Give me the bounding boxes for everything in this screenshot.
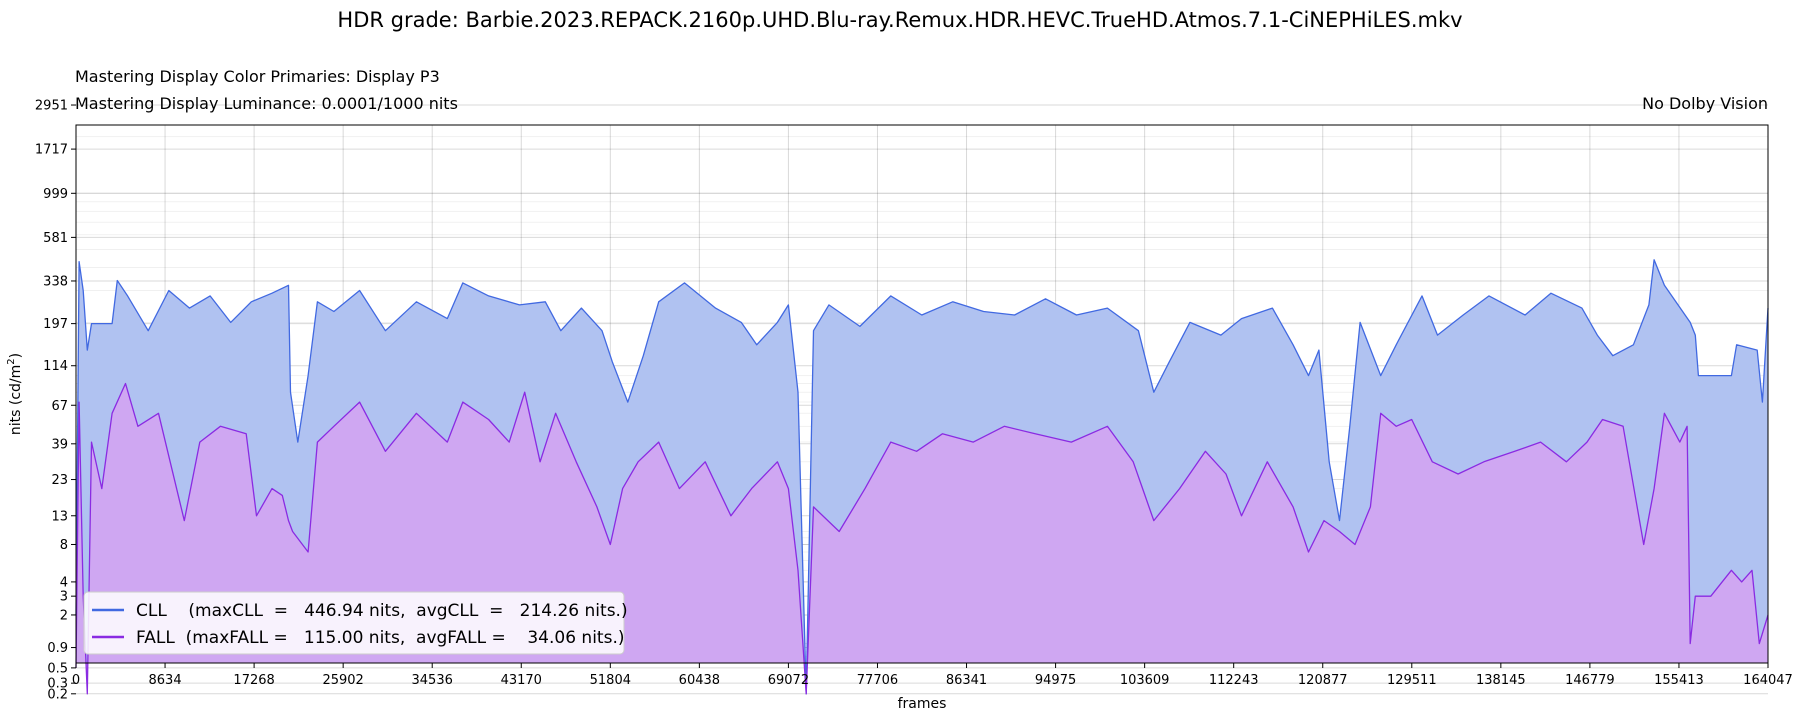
y-tick-label: 1717	[35, 143, 68, 158]
series-line-fall	[75, 382, 1769, 695]
x-tick-label: 0	[72, 673, 80, 688]
x-tick-label: 69072	[768, 673, 809, 688]
y-tick-label: 197	[43, 317, 68, 332]
x-axis-label: frames	[898, 696, 947, 712]
y-tick-label: 2951	[35, 99, 68, 114]
legend-box	[83, 591, 625, 655]
x-tick-label: 129511	[1387, 673, 1437, 688]
y-tick-label: 39	[51, 437, 68, 452]
x-tick-label: 60438	[679, 673, 720, 688]
x-tick-label: 155413	[1654, 673, 1704, 688]
y-axis-label: nits (cd/m2)	[6, 353, 24, 435]
y-axis-label-sup: 2	[6, 358, 17, 364]
series-line-cll	[75, 259, 1769, 695]
x-tick-label: 138145	[1476, 673, 1526, 688]
x-tick-label: 17268	[233, 673, 274, 688]
y-axis-label-close: )	[8, 353, 24, 358]
y-tick-label: 13	[51, 509, 68, 524]
y-tick-label: 0.5	[47, 661, 68, 676]
x-tick-label: 112243	[1209, 673, 1259, 688]
y-tick-label: 4	[60, 575, 68, 590]
y-tick-label: 23	[51, 473, 68, 488]
x-tick-label: 51804	[590, 673, 631, 688]
x-tick-label: 164047	[1743, 673, 1793, 688]
x-tick-label: 77706	[857, 673, 898, 688]
x-tick-label: 25902	[322, 673, 363, 688]
y-tick-label: 338	[43, 274, 68, 289]
y-tick-label: 114	[43, 359, 68, 374]
y-tick-label: 0.9	[47, 641, 68, 656]
series-lines	[75, 259, 1769, 695]
y-tick-label: 3	[60, 590, 68, 605]
x-tick-label: 120877	[1298, 673, 1348, 688]
y-tick-label: 999	[43, 187, 68, 202]
y-axis-label-text: nits (cd/m	[8, 365, 24, 435]
y-tick-label: 0.2	[47, 687, 68, 702]
mastering-primaries-label: Mastering Display Color Primaries: Displ…	[75, 67, 440, 86]
y-tick-label: 2	[60, 608, 68, 623]
x-tick-label: 86341	[946, 673, 987, 688]
x-tick-label: 8634	[149, 673, 182, 688]
plot-frame	[75, 124, 1769, 664]
x-tick-label: 43170	[501, 673, 542, 688]
legend-label-cll: CLL (maxCLL = 446.94 nits, avgCLL = 214.…	[136, 601, 628, 621]
x-tick-label: 34536	[412, 673, 453, 688]
x-tick-label: 103609	[1120, 673, 1170, 688]
x-tick-label: 146779	[1565, 673, 1615, 688]
y-tick-label: 581	[43, 231, 68, 246]
y-tick-label: 67	[51, 399, 68, 414]
axes: 0 8634 17268 25902 34536 43170 51804 60438 69072…	[35, 99, 1793, 703]
y-tick-label: 0.3	[47, 677, 68, 692]
x-tick-label: 94975	[1035, 673, 1076, 688]
dolby-vision-label: No Dolby Vision	[1642, 94, 1768, 113]
legend: CLL (maxCLL = 446.94 nits, avgCLL = 214.…	[83, 591, 628, 655]
chart-title: HDR grade: Barbie.2023.REPACK.2160p.UHD.…	[337, 8, 1462, 32]
mastering-luminance-label: Mastering Display Luminance: 0.0001/1000…	[75, 94, 458, 113]
legend-label-fall: FALL (maxFALL = 115.00 nits, avgFALL = 3…	[136, 628, 624, 648]
y-tick-label: 8	[60, 538, 68, 553]
